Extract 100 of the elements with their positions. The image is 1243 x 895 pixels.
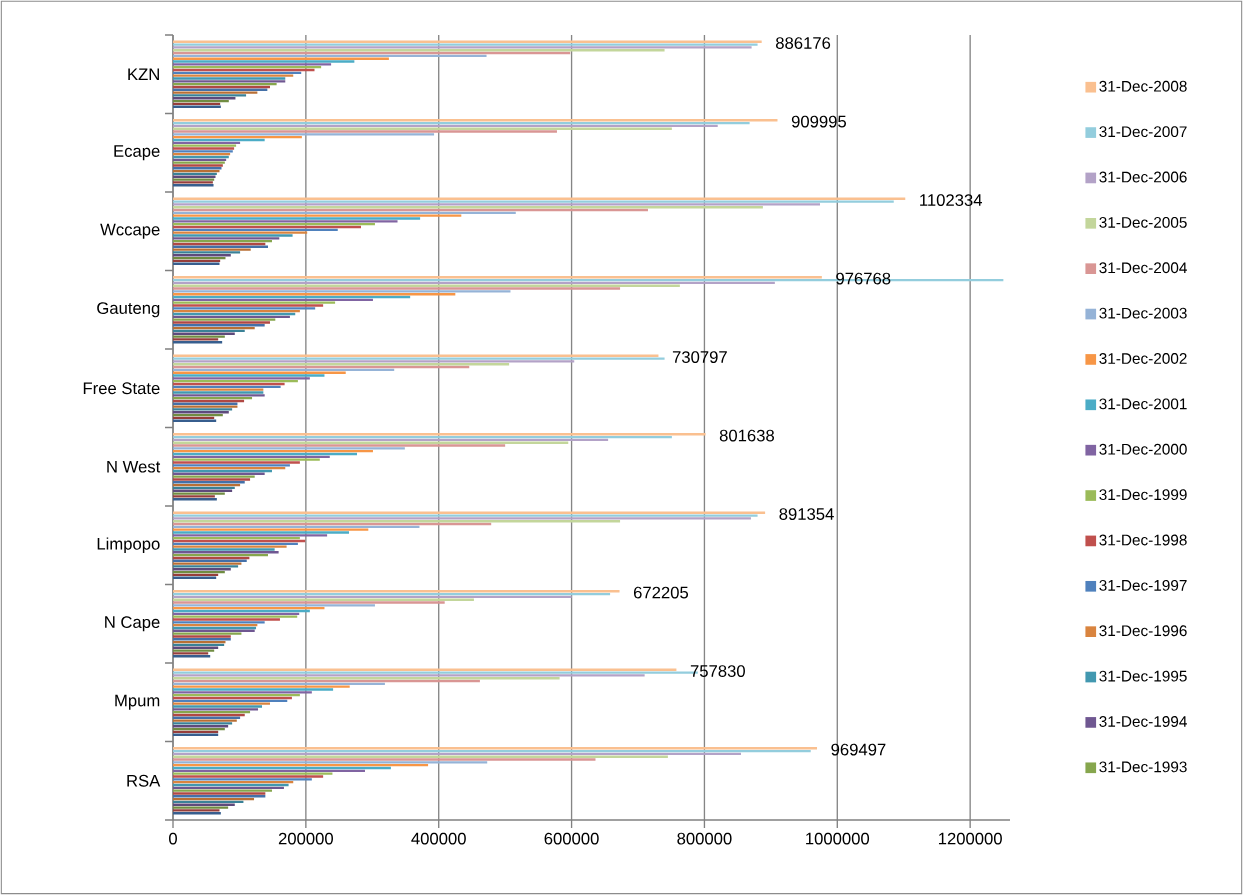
- bar: [173, 203, 821, 206]
- bar: [173, 806, 229, 809]
- y-tick-label: Free State: [83, 382, 160, 395]
- y-tick-label: KZN: [128, 68, 159, 80]
- bar: [173, 360, 575, 363]
- bar: [173, 444, 506, 447]
- bar: [173, 91, 258, 94]
- legend-label: 31-Dec-2001: [1099, 398, 1187, 410]
- data-label: 909995: [791, 115, 847, 128]
- bar: [173, 248, 251, 251]
- data-label: 801638: [719, 429, 775, 442]
- bar: [173, 722, 233, 725]
- bar: [173, 517, 751, 520]
- bar: [173, 234, 293, 237]
- data-label: 757830: [690, 665, 745, 677]
- bar: [173, 307, 316, 310]
- y-tick-label: RSA: [127, 774, 161, 787]
- y-tick-label: N West: [107, 460, 161, 473]
- legend-label: 31-Dec-2005: [1099, 216, 1187, 228]
- data-label: 1102334: [920, 194, 983, 206]
- bar: [173, 604, 375, 607]
- bar: [173, 758, 596, 761]
- x-tick-label: 0: [169, 832, 177, 845]
- bar: [173, 338, 219, 341]
- bar: [173, 301, 336, 304]
- bar: [173, 231, 308, 234]
- bar: [173, 287, 621, 290]
- bar: [173, 632, 242, 635]
- bar: [173, 94, 247, 97]
- x-tick-label: 800000: [677, 832, 732, 845]
- bar: [173, 719, 237, 722]
- bar: [173, 621, 265, 624]
- legend-label: 31-Dec-1997: [1099, 579, 1187, 591]
- bar: [173, 618, 280, 621]
- bar: [173, 649, 215, 652]
- data-label: 976768: [836, 272, 891, 285]
- legend-label: 31-Dec-2008: [1099, 80, 1187, 92]
- bar: [173, 545, 287, 548]
- bar: [173, 74, 294, 77]
- bar: [173, 408, 233, 411]
- legend-label: 31-Dec-1994: [1099, 716, 1187, 727]
- legend-label: 31-Dec-1998: [1099, 534, 1187, 546]
- bar: [173, 534, 328, 537]
- bar: [173, 133, 435, 136]
- bar: [173, 789, 272, 792]
- bar: [173, 374, 325, 377]
- y-tick-label: Wccape: [100, 223, 160, 239]
- bar: [173, 321, 270, 324]
- legend-label: 31-Dec-1999: [1099, 489, 1187, 501]
- bar: [173, 251, 241, 254]
- x-tick-label: 1200000: [938, 832, 1002, 845]
- y-tick-label: Gauteng: [97, 302, 160, 318]
- data-label: 730797: [672, 351, 727, 363]
- bar: [173, 674, 645, 677]
- bar: [173, 461, 300, 464]
- bar: [173, 772, 333, 775]
- bar: [173, 548, 275, 551]
- legend-label: 31-Dec-1996: [1099, 625, 1187, 637]
- data-label: 672205: [633, 586, 689, 599]
- x-tick-label: 1000000: [806, 832, 870, 845]
- bar: [173, 60, 355, 63]
- x-tick-label: 600000: [544, 832, 599, 845]
- bar: [173, 43, 758, 46]
- legend-label: 31-Dec-2006: [1099, 171, 1187, 183]
- y-tick-label: N Cape: [105, 616, 160, 632]
- bar: [173, 702, 270, 705]
- y-tick-label: Limpopo: [97, 537, 160, 553]
- bar: [173, 377, 310, 380]
- bar: [173, 220, 398, 223]
- data-label: 969497: [831, 743, 886, 756]
- bar: [173, 130, 557, 133]
- legend-label: 31-Dec-2000: [1099, 443, 1187, 455]
- bar: [173, 601, 445, 604]
- bar: [173, 46, 752, 49]
- y-tick-label: Ecape: [114, 145, 160, 161]
- legend-label: 31-Dec-2003: [1099, 307, 1187, 319]
- bar: [173, 357, 665, 360]
- bar: [173, 290, 511, 293]
- bar: [173, 217, 421, 220]
- bar: [173, 63, 332, 66]
- bar: [173, 458, 320, 461]
- legend-label: 31-Dec-2007: [1099, 126, 1187, 138]
- data-label: 886176: [776, 37, 831, 49]
- bar: [173, 478, 251, 481]
- x-tick-label: 200000: [278, 832, 333, 845]
- bar: [173, 691, 312, 694]
- bar: [173, 304, 324, 307]
- bar: [173, 200, 894, 203]
- data-label: 891354: [779, 508, 834, 520]
- x-tick-label: 400000: [411, 832, 466, 845]
- bar: [173, 705, 263, 708]
- bar: [173, 531, 350, 534]
- bar: [173, 475, 255, 478]
- bar: [173, 761, 488, 764]
- y-tick-label: Mpum: [115, 694, 160, 710]
- bar: [173, 775, 324, 778]
- bar: [173, 447, 405, 450]
- bar: [173, 688, 334, 691]
- legend-label: 31-Dec-2004: [1099, 262, 1187, 274]
- legend-label: 31-Dec-1993: [1099, 761, 1187, 773]
